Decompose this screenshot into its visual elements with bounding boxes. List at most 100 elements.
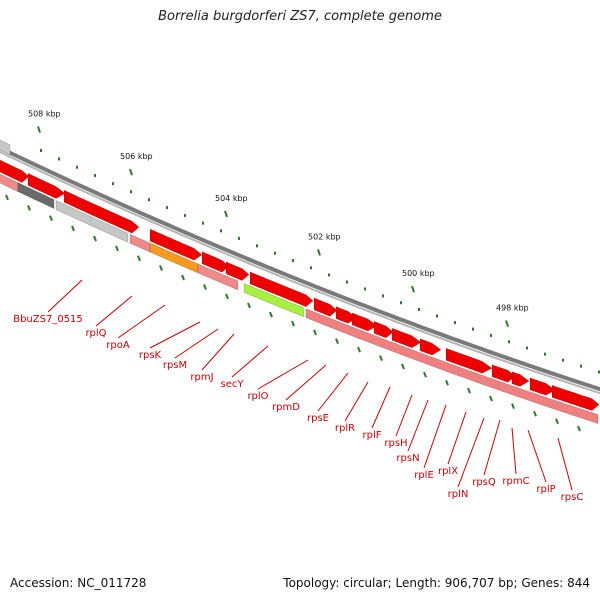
gene-arrow-6	[225, 261, 250, 281]
gene-label: rplF	[363, 430, 382, 441]
tick-inner	[71, 225, 75, 232]
gene-label: rplR	[335, 423, 355, 434]
gene-label: rplE	[414, 470, 434, 481]
gene-label: rpsC	[561, 492, 584, 503]
rna-segment-1	[129, 233, 151, 253]
gene-arrow-11	[373, 320, 394, 339]
gene-label: rplO	[247, 391, 268, 402]
tick-minor	[508, 340, 510, 344]
gene-block-left	[0, 139, 11, 156]
tick-minor	[562, 358, 564, 362]
tick-inner	[423, 371, 427, 378]
tick-label: 498 kbp	[496, 304, 529, 313]
gene-label-leader	[371, 386, 391, 429]
tick-minor	[202, 221, 204, 225]
tick-minor	[454, 321, 456, 325]
tick-major	[129, 168, 133, 176]
gene-label-leader	[149, 321, 201, 349]
tick-major	[37, 126, 41, 133]
gene-label-leader	[231, 345, 269, 378]
tick-minor	[274, 251, 276, 255]
gene-label: BbuZS7_0515	[13, 314, 83, 325]
tick-minor	[166, 206, 168, 210]
gene-label-leader	[201, 333, 235, 371]
tick-inner	[203, 284, 207, 290]
gene-label: rpsN	[396, 453, 419, 464]
tick-minor	[526, 346, 528, 350]
tick-minor	[130, 190, 132, 194]
gene-arrow-4	[149, 228, 203, 261]
tick-inner	[379, 355, 383, 361]
gene-label: rplX	[438, 466, 458, 477]
tick-minor	[292, 259, 294, 263]
map-title: Borrelia burgdorferi ZS7, complete genom…	[158, 9, 442, 24]
gene-label: rpsM	[163, 360, 187, 371]
tick-minor	[40, 148, 42, 152]
gene-label: rpoA	[106, 340, 130, 351]
tick-inner	[467, 387, 471, 394]
gene-arrow-8	[313, 297, 338, 317]
gene-label: rpsK	[139, 350, 162, 361]
tick-major	[224, 210, 228, 218]
gene-block-lightgrey	[55, 200, 129, 243]
tick-minor	[310, 266, 312, 270]
gene-label-leader	[447, 411, 467, 465]
tick-inner	[335, 338, 339, 344]
gene-arrow-12	[391, 327, 422, 349]
gene-arrow-15	[491, 364, 516, 383]
tick-inner	[533, 410, 537, 417]
tick-minor	[184, 213, 186, 217]
gene-arrow-5	[201, 251, 230, 273]
gene-arrow-3	[63, 189, 140, 234]
gene-label-leader	[423, 404, 447, 469]
tick-minor	[364, 287, 366, 291]
gene-label-leader	[483, 419, 501, 476]
tick-minor	[112, 182, 114, 186]
gene-label: rpmC	[502, 476, 529, 487]
gene-label-leader	[257, 359, 309, 390]
gene-label: rpmD	[272, 402, 300, 413]
tick-minor	[400, 301, 402, 305]
tick-minor	[490, 333, 492, 337]
tick-label: 504 kbp	[215, 194, 248, 203]
gene-arrow-7	[249, 271, 314, 308]
tick-inner	[357, 346, 361, 353]
tick-minor	[94, 173, 96, 177]
tick-minor	[220, 229, 222, 233]
gene-label: rplQ	[85, 328, 106, 339]
tick-inner	[555, 418, 559, 425]
tick-major	[411, 285, 415, 293]
tick-inner	[49, 215, 53, 222]
genome-summary-text: Topology: circular; Length: 906,707 bp; …	[283, 576, 590, 590]
tick-inner	[313, 329, 317, 336]
tick-minor	[598, 370, 600, 374]
rna-track-main	[305, 308, 599, 425]
tick-inner	[5, 194, 9, 201]
tick-inner	[181, 274, 185, 281]
gene-arrow-18	[551, 384, 600, 411]
tick-inner	[115, 245, 119, 252]
gene-label: rplP	[536, 484, 555, 495]
gene-label-leader	[174, 328, 219, 359]
tick-inner	[27, 204, 31, 211]
tick-inner	[225, 293, 229, 300]
tick-inner	[159, 265, 163, 271]
tick-label: 506 kbp	[120, 152, 153, 161]
gene-arrow-13	[419, 338, 442, 356]
gene-arrow-10	[351, 312, 378, 332]
tick-minor	[76, 165, 78, 169]
gene-label-leader	[117, 304, 166, 339]
gene-block-darkgrey	[17, 182, 55, 209]
tick-inner	[489, 395, 493, 402]
backbone-outer	[0, 145, 600, 392]
tick-minor	[436, 314, 438, 318]
gene-label: secY	[221, 379, 245, 390]
tick-inner	[247, 302, 251, 309]
gene-label: rpsE	[307, 413, 329, 424]
accession-text: Accession: NC_011728	[10, 576, 147, 590]
gene-label-leader	[47, 279, 83, 313]
gene-label: rpsH	[384, 438, 407, 449]
tick-inner	[511, 403, 515, 410]
